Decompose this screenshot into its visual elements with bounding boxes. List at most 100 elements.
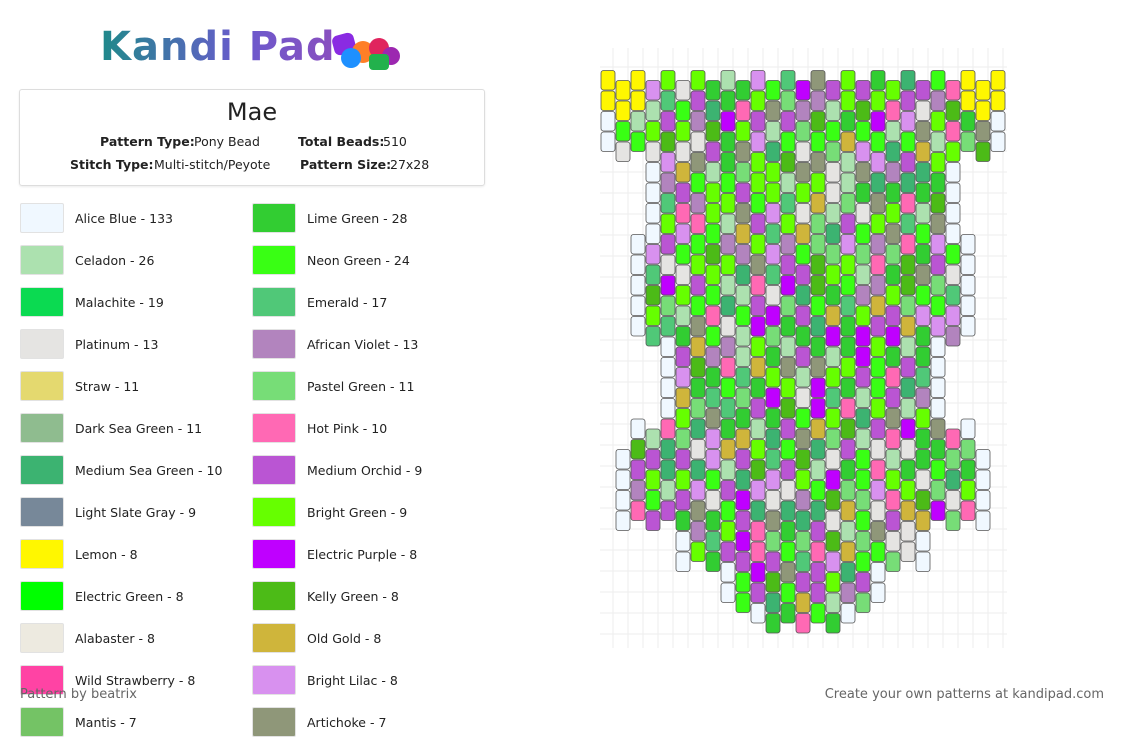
bead <box>840 70 856 91</box>
legend-label: Light Slate Gray - 9 <box>75 505 197 520</box>
bead <box>630 234 646 255</box>
bead <box>945 305 961 326</box>
bead <box>720 316 736 337</box>
bead <box>825 387 841 408</box>
bead <box>765 428 781 449</box>
bead <box>705 367 721 388</box>
bead <box>930 213 946 234</box>
swatch <box>20 203 64 233</box>
bead <box>645 244 661 265</box>
bead <box>660 500 676 521</box>
bead <box>825 408 841 429</box>
bead <box>915 510 931 531</box>
bead <box>810 254 826 275</box>
bead <box>855 121 871 142</box>
bead <box>840 357 856 378</box>
bead <box>885 80 901 101</box>
bead <box>900 213 916 234</box>
bead <box>885 305 901 326</box>
bead <box>690 152 706 173</box>
bead <box>870 377 886 398</box>
bead <box>750 398 766 419</box>
bead <box>930 254 946 275</box>
bead <box>780 521 796 542</box>
bead <box>720 172 736 193</box>
legend-label: Lime Green - 28 <box>307 211 408 226</box>
bead <box>900 418 916 439</box>
bead <box>780 398 796 419</box>
bead <box>675 244 691 265</box>
bead <box>795 387 811 408</box>
legend-label: Hot Pink - 10 <box>307 421 388 436</box>
bead <box>720 562 736 583</box>
bead <box>675 387 691 408</box>
bead <box>975 141 991 162</box>
bead <box>990 70 1006 91</box>
bead <box>660 234 676 255</box>
bead <box>855 244 871 265</box>
bead <box>855 490 871 511</box>
bead <box>615 121 631 142</box>
bead <box>720 480 736 501</box>
bead <box>945 223 961 244</box>
bead <box>690 275 706 296</box>
bead <box>825 264 841 285</box>
bead <box>705 531 721 552</box>
info-label: Total Beads: <box>298 134 385 149</box>
bead <box>705 182 721 203</box>
bead <box>615 490 631 511</box>
bead <box>630 275 646 296</box>
bead <box>750 131 766 152</box>
bead <box>930 418 946 439</box>
bead <box>855 531 871 552</box>
bead <box>885 428 901 449</box>
bead <box>855 223 871 244</box>
bead <box>750 582 766 603</box>
bead <box>855 449 871 470</box>
bead <box>765 551 781 572</box>
bead <box>735 162 751 183</box>
bead <box>915 346 931 367</box>
bead <box>765 244 781 265</box>
bead <box>870 152 886 173</box>
bead <box>735 141 751 162</box>
legend-label: Mantis - 7 <box>75 715 137 730</box>
bead <box>720 234 736 255</box>
bead <box>780 295 796 316</box>
bead <box>840 439 856 460</box>
bead <box>735 449 751 470</box>
bead <box>750 357 766 378</box>
legend-label: Lemon - 8 <box>75 547 138 562</box>
bead <box>840 377 856 398</box>
legend-label: Neon Green - 24 <box>307 253 410 268</box>
bead <box>750 459 766 480</box>
bead <box>810 418 826 439</box>
bead <box>810 152 826 173</box>
bead <box>780 377 796 398</box>
bead <box>870 562 886 583</box>
bead <box>780 172 796 193</box>
bead <box>675 223 691 244</box>
bead <box>780 336 796 357</box>
bead <box>735 387 751 408</box>
swatch <box>252 581 296 611</box>
bead <box>765 80 781 101</box>
bead <box>795 367 811 388</box>
bead <box>795 264 811 285</box>
bead <box>960 131 976 152</box>
bead <box>795 408 811 429</box>
bead <box>855 510 871 531</box>
bead <box>795 223 811 244</box>
bead <box>810 275 826 296</box>
bead <box>915 80 931 101</box>
bead <box>840 193 856 214</box>
bead <box>915 244 931 265</box>
bead <box>690 336 706 357</box>
bead <box>870 459 886 480</box>
bead <box>855 346 871 367</box>
swatch <box>20 455 64 485</box>
bead <box>960 70 976 91</box>
bead <box>795 449 811 470</box>
bead <box>690 521 706 542</box>
bead <box>615 141 631 162</box>
